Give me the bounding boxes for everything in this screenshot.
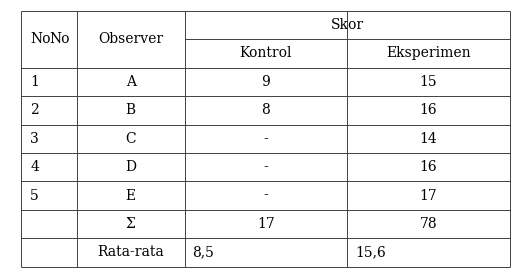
Text: 17: 17 (257, 217, 275, 231)
Text: Σ: Σ (126, 217, 136, 231)
Text: 1: 1 (30, 75, 39, 89)
Text: 8: 8 (262, 103, 270, 117)
Text: 14: 14 (420, 132, 437, 146)
Text: 78: 78 (420, 217, 437, 231)
Text: 16: 16 (420, 103, 437, 117)
Text: C: C (125, 132, 136, 146)
Text: 15,6: 15,6 (355, 245, 386, 259)
Text: -: - (264, 188, 268, 203)
Text: 8,5: 8,5 (192, 245, 214, 259)
Text: Eksperimen: Eksperimen (386, 47, 471, 60)
Text: 16: 16 (420, 160, 437, 174)
Text: 3: 3 (30, 132, 39, 146)
Text: -: - (264, 160, 268, 174)
Text: 5: 5 (30, 188, 39, 203)
Text: 15: 15 (420, 75, 437, 89)
Text: A: A (126, 75, 136, 89)
Text: No: No (30, 32, 50, 46)
Text: Kontrol: Kontrol (240, 47, 292, 60)
Text: 17: 17 (420, 188, 437, 203)
Text: Skor: Skor (331, 18, 363, 32)
Text: 9: 9 (262, 75, 270, 89)
Text: B: B (126, 103, 136, 117)
Text: No: No (49, 32, 69, 46)
Text: -: - (264, 132, 268, 146)
Text: Rata-rata: Rata-rata (97, 245, 164, 259)
Text: D: D (125, 160, 136, 174)
Text: E: E (126, 188, 136, 203)
Text: Observer: Observer (98, 32, 163, 46)
Text: 2: 2 (30, 103, 39, 117)
Text: 4: 4 (30, 160, 39, 174)
